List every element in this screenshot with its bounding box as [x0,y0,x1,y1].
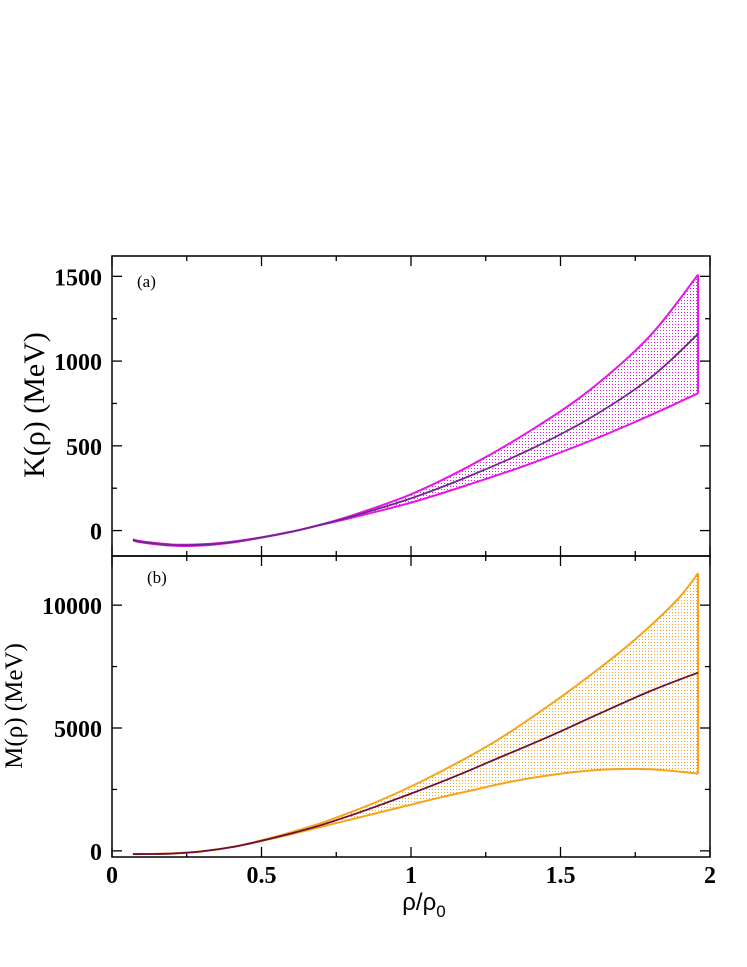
panel-b-data [132,572,700,856]
panel-a-ticks [111,256,711,556]
panel-a-kurtosis: 0 500 1000 1500 (a) K(ρ) (MeV) [18,255,711,557]
central-value-line [132,333,699,547]
panel-a-label: (a) [137,272,156,291]
panel-a-ylabel: K(ρ) (MeV) [18,332,51,478]
panel-b-ytick-labels: 0 5000 10000 [42,594,102,866]
y-tick-label: 1500 [54,265,102,291]
panel-b-ylabel: M(ρ) (MeV) [1,643,28,769]
x-axis-label-subscript: 0 [436,902,445,921]
lower-bound-line [132,767,699,856]
y-tick-label: 0 [90,520,102,546]
uncertainty-band [132,274,699,546]
panel-a-data [132,274,700,547]
panel-b-ticks [111,556,711,857]
y-tick-label: 500 [66,435,102,461]
panel-a-ytick-labels: 0 500 1000 1500 [54,265,102,545]
panel-b-label: (b) [147,568,167,587]
x-axis-label: ρ/ρ0 [402,889,445,921]
x-axis-label-main: ρ/ρ [402,889,436,916]
y-tick-label: 1000 [54,350,102,376]
x-tick-label: 1 [405,863,417,889]
uncertainty-band [132,573,699,855]
central-value-line [132,671,699,855]
y-tick-label: 10000 [42,594,102,620]
y-tick-label: 0 [90,840,102,866]
x-tick-label: 0.5 [247,863,277,889]
panel-b-xtick-labels: 0 0.5 1 1.5 2 [106,863,716,889]
x-tick-label: 1.5 [546,863,576,889]
y-tick-label: 5000 [54,717,102,743]
x-tick-label: 2 [704,863,716,889]
x-tick-label: 0 [106,863,118,889]
